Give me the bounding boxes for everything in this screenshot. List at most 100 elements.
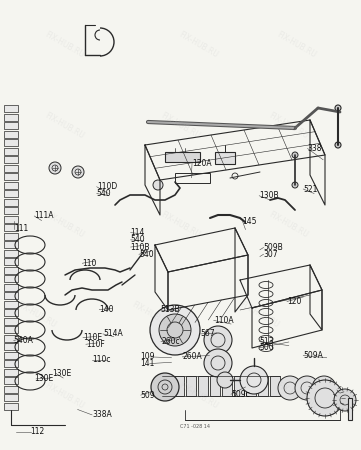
Circle shape xyxy=(307,380,343,416)
Text: 110E: 110E xyxy=(83,333,102,342)
Text: 509c: 509c xyxy=(231,390,250,399)
Circle shape xyxy=(217,372,233,388)
Text: C71 -028 14: C71 -028 14 xyxy=(180,424,210,429)
Circle shape xyxy=(335,105,341,111)
Circle shape xyxy=(72,166,84,178)
Text: 111: 111 xyxy=(14,224,28,233)
Bar xyxy=(165,152,200,162)
Text: 260A: 260A xyxy=(182,352,202,361)
Circle shape xyxy=(295,376,319,400)
Text: 130E: 130E xyxy=(34,374,53,383)
Bar xyxy=(4,156,18,163)
Bar xyxy=(4,224,18,231)
Bar xyxy=(4,284,18,291)
Text: 145: 145 xyxy=(243,217,257,226)
Text: 509: 509 xyxy=(141,391,156,400)
Bar xyxy=(348,398,352,420)
Bar xyxy=(222,376,232,396)
Text: 540: 540 xyxy=(139,250,154,259)
Text: 112: 112 xyxy=(31,428,45,436)
Text: FIX-HUB.RU: FIX-HUB.RU xyxy=(177,381,220,411)
Bar xyxy=(198,376,208,396)
Text: 110c: 110c xyxy=(92,356,110,364)
Text: 540: 540 xyxy=(97,189,112,198)
Text: FIX-HUB.RU: FIX-HUB.RU xyxy=(268,111,310,141)
Text: 513B: 513B xyxy=(161,305,180,314)
Text: FIX-HUB.RU: FIX-HUB.RU xyxy=(239,300,281,330)
Text: 110B: 110B xyxy=(131,243,150,252)
Bar xyxy=(4,369,18,375)
Text: 110A: 110A xyxy=(214,316,233,325)
Bar xyxy=(4,351,18,359)
Bar xyxy=(4,292,18,299)
Bar xyxy=(4,258,18,265)
Bar xyxy=(4,130,18,138)
Text: FIX-HUB.RU: FIX-HUB.RU xyxy=(44,381,86,411)
Bar xyxy=(4,249,18,256)
Circle shape xyxy=(49,162,61,174)
Bar xyxy=(246,376,256,396)
Text: 120A: 120A xyxy=(192,159,212,168)
Bar xyxy=(4,343,18,350)
Circle shape xyxy=(335,142,341,148)
Bar xyxy=(4,139,18,146)
Bar xyxy=(186,376,196,396)
Bar xyxy=(4,113,18,121)
Bar xyxy=(174,376,184,396)
Text: 338: 338 xyxy=(308,144,322,153)
Circle shape xyxy=(292,182,298,188)
Bar xyxy=(4,377,18,384)
Bar xyxy=(4,334,18,342)
Bar xyxy=(4,181,18,189)
Text: 120: 120 xyxy=(287,297,301,306)
Bar xyxy=(4,394,18,401)
Text: FIX-HUB.RU: FIX-HUB.RU xyxy=(130,300,173,330)
Circle shape xyxy=(278,376,302,400)
Text: FIX-HUB.RU: FIX-HUB.RU xyxy=(268,210,310,240)
Text: 140: 140 xyxy=(99,305,114,314)
Bar xyxy=(4,275,18,282)
Text: 110F: 110F xyxy=(86,340,105,349)
Bar xyxy=(4,207,18,214)
Text: FIX-HUB.RU: FIX-HUB.RU xyxy=(159,111,202,141)
Bar xyxy=(4,326,18,333)
Bar xyxy=(4,309,18,316)
Text: 509B: 509B xyxy=(264,243,283,252)
Text: 130E: 130E xyxy=(52,369,71,378)
Text: 111A: 111A xyxy=(34,212,54,220)
Circle shape xyxy=(151,373,179,401)
Circle shape xyxy=(312,376,336,400)
Text: FIX-HUB.RU: FIX-HUB.RU xyxy=(44,210,86,240)
Circle shape xyxy=(204,349,232,377)
Text: 514A: 514A xyxy=(103,329,123,338)
Text: 307: 307 xyxy=(264,250,278,259)
Bar xyxy=(4,165,18,171)
Bar xyxy=(4,105,18,112)
Bar xyxy=(270,376,280,396)
Text: FIX-HUB.RU: FIX-HUB.RU xyxy=(44,30,86,60)
Text: FIX-HUB.RU: FIX-HUB.RU xyxy=(177,30,220,60)
Bar xyxy=(210,376,220,396)
Circle shape xyxy=(334,389,356,411)
Text: FIX-HUB.RU: FIX-HUB.RU xyxy=(275,381,317,411)
Bar xyxy=(4,386,18,392)
Circle shape xyxy=(153,180,163,190)
Text: FIX-HUB.RU: FIX-HUB.RU xyxy=(275,30,317,60)
Text: 110D: 110D xyxy=(97,182,117,191)
Text: FIX-HUB.RU: FIX-HUB.RU xyxy=(15,300,57,330)
Bar xyxy=(175,173,210,183)
Bar xyxy=(4,318,18,324)
Bar xyxy=(4,301,18,307)
Bar xyxy=(4,266,18,274)
Text: 114: 114 xyxy=(131,228,145,237)
Circle shape xyxy=(159,314,191,346)
Bar xyxy=(4,216,18,222)
Circle shape xyxy=(150,305,200,355)
Circle shape xyxy=(292,152,298,158)
Bar xyxy=(258,376,268,396)
Bar xyxy=(4,360,18,367)
Text: 509A: 509A xyxy=(303,351,323,360)
Bar xyxy=(4,190,18,197)
Text: 141: 141 xyxy=(140,359,155,368)
Bar xyxy=(4,233,18,239)
